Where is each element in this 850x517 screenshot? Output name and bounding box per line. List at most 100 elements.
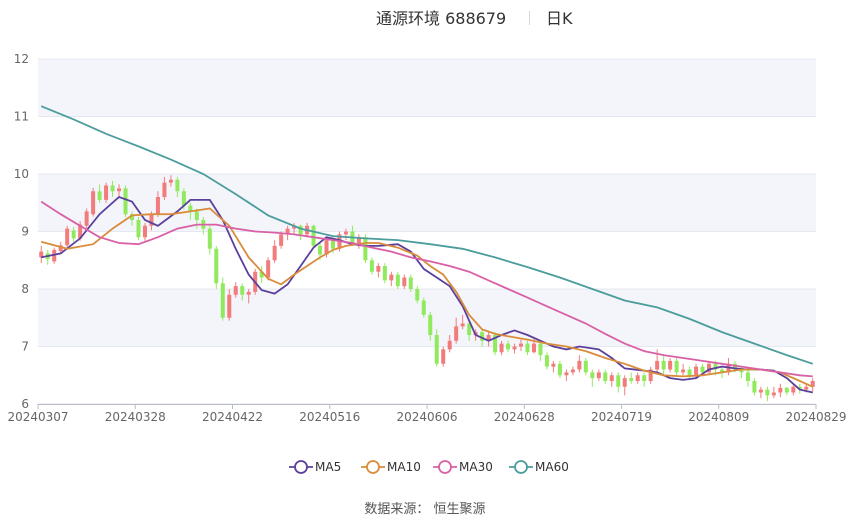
x-tick-label: 20240422 — [202, 410, 263, 424]
candle-body — [622, 378, 627, 387]
candle-body — [681, 369, 686, 373]
candle — [635, 372, 640, 384]
chart-title: 通源环境 688679 — [376, 9, 507, 28]
candle — [512, 343, 517, 354]
legend-label: MA60 — [535, 460, 569, 474]
candle-body — [97, 191, 102, 200]
candle-body — [415, 289, 420, 301]
y-tick-label: 8 — [21, 282, 29, 296]
candle-body — [408, 277, 413, 289]
candle — [428, 312, 433, 341]
candle-body — [551, 363, 556, 367]
candle-body — [467, 323, 472, 335]
candle — [123, 185, 128, 218]
candle-body — [298, 225, 303, 235]
candle-body — [544, 355, 549, 367]
candle — [71, 226, 76, 242]
x-tick-label: 20240307 — [7, 410, 68, 424]
candle — [564, 369, 569, 381]
candle — [486, 332, 491, 347]
candle-body — [480, 332, 485, 341]
candle — [259, 266, 264, 284]
candle-body — [382, 266, 387, 281]
ma30-line — [40, 200, 813, 378]
ma10-line — [40, 207, 814, 388]
candle-body — [395, 274, 400, 287]
candle-body — [363, 237, 368, 261]
candle-body — [207, 228, 212, 249]
candle-body — [227, 294, 232, 318]
candle-body — [389, 274, 394, 281]
candle-body — [668, 360, 673, 370]
legend-marker — [514, 460, 528, 474]
plot-band — [38, 289, 816, 347]
ma-lines — [40, 105, 814, 394]
legend-item-ma30: MA30 — [433, 460, 493, 474]
x-tick-label: 20240719 — [591, 410, 652, 424]
y-tick-label: 9 — [21, 225, 29, 239]
legend-marker — [366, 460, 380, 474]
candle-body — [564, 372, 569, 376]
title-separator — [529, 11, 530, 25]
candle-body — [719, 369, 725, 373]
candle — [369, 257, 374, 275]
candle-body — [402, 277, 407, 287]
candle — [142, 222, 147, 241]
candle-body — [583, 360, 588, 373]
candle — [570, 366, 575, 376]
candle — [447, 335, 452, 353]
candle — [784, 386, 789, 396]
candle-body — [311, 225, 316, 246]
candle — [765, 386, 770, 402]
candle — [629, 372, 634, 384]
candle — [279, 231, 284, 249]
candle-body — [71, 230, 76, 239]
candle — [415, 286, 420, 304]
candle-body — [590, 372, 595, 379]
candle — [240, 283, 245, 301]
legend-label: MA10 — [387, 460, 421, 474]
candle-body — [707, 363, 712, 373]
candle — [752, 378, 757, 396]
x-axis: 20240307 20240328 20240422 20240516 20240606… — [7, 404, 847, 424]
candle-body — [194, 211, 199, 220]
candle — [91, 187, 96, 217]
candle — [298, 224, 303, 241]
candle — [214, 245, 219, 289]
candle-body — [129, 214, 135, 220]
candle — [577, 355, 582, 373]
candle-body — [214, 248, 219, 284]
candle — [246, 289, 251, 304]
candle-body — [421, 300, 426, 315]
candle — [609, 372, 614, 387]
candle — [356, 234, 361, 249]
candle — [771, 386, 776, 399]
candle — [551, 360, 556, 373]
candle — [758, 386, 763, 399]
x-tick-label: 20240606 — [396, 410, 457, 424]
candle — [175, 176, 180, 197]
candle — [155, 191, 160, 218]
candle-body — [117, 188, 122, 192]
candle-body — [318, 245, 323, 255]
candle — [642, 372, 647, 387]
candle-body — [713, 363, 718, 370]
candle-body — [78, 224, 83, 239]
candle-body — [136, 220, 141, 238]
candle — [162, 176, 167, 200]
y-tick-label: 6 — [21, 397, 29, 411]
candle-body — [525, 343, 530, 353]
candle-body — [285, 228, 290, 235]
candle-body — [84, 211, 89, 226]
candle — [454, 317, 459, 344]
candle — [707, 360, 712, 376]
candle-body — [460, 323, 465, 327]
candle-body — [629, 378, 634, 381]
x-tick-label: 20240809 — [688, 410, 749, 424]
candle — [408, 274, 413, 292]
candle-body — [538, 343, 543, 356]
candle — [389, 271, 394, 287]
candle-body — [188, 205, 193, 212]
candle — [117, 184, 122, 197]
